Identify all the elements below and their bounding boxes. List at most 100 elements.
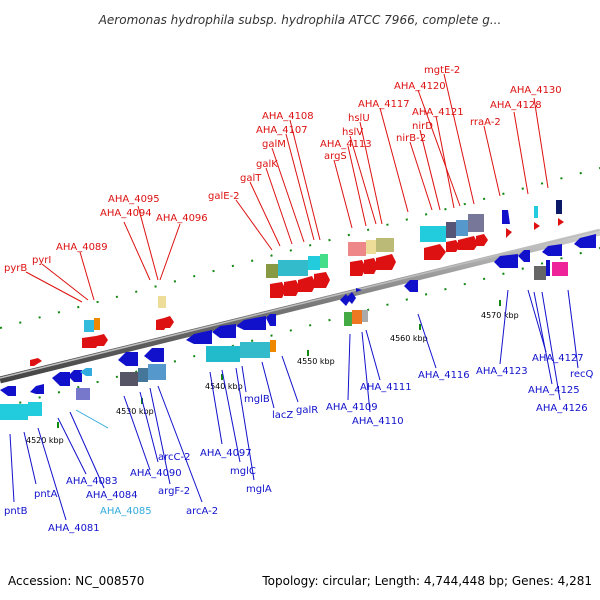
gene-box[interactable] bbox=[158, 296, 166, 308]
gene-label[interactable]: mglA bbox=[246, 484, 272, 495]
gene-label[interactable]: argF-2 bbox=[158, 486, 190, 497]
gene-box[interactable] bbox=[376, 238, 394, 252]
gene-label[interactable]: pntA bbox=[34, 489, 58, 500]
gene-arrow[interactable] bbox=[534, 222, 540, 230]
gene-label[interactable]: argS bbox=[324, 151, 347, 162]
gene-label[interactable]: pyrB bbox=[4, 263, 27, 274]
gene-arrow[interactable] bbox=[404, 280, 418, 292]
gene-arrow[interactable] bbox=[270, 282, 286, 298]
gene-label[interactable]: AHA_4110 bbox=[352, 416, 404, 427]
gene-arrow[interactable] bbox=[364, 258, 378, 274]
gene-label[interactable]: AHA_4085 bbox=[100, 506, 152, 517]
gene-arrow[interactable] bbox=[266, 314, 276, 326]
gene-label[interactable]: AHA_4125 bbox=[528, 385, 580, 396]
gene-box[interactable] bbox=[468, 214, 484, 232]
gene-box[interactable] bbox=[120, 372, 138, 386]
gene-arrow[interactable] bbox=[68, 370, 82, 382]
gene-label[interactable]: AHA_4090 bbox=[130, 468, 182, 479]
gene-box[interactable] bbox=[94, 318, 100, 330]
gene-label[interactable]: AHA_4095 bbox=[108, 194, 160, 205]
gene-arrow[interactable] bbox=[212, 324, 236, 338]
gene-box[interactable] bbox=[362, 310, 368, 322]
gene-arrow[interactable] bbox=[494, 254, 518, 268]
gene-box[interactable] bbox=[278, 260, 308, 276]
gene-box[interactable] bbox=[556, 200, 562, 214]
gene-arrow[interactable] bbox=[558, 218, 564, 226]
gene-label[interactable]: rraA-2 bbox=[470, 117, 501, 128]
gene-label[interactable]: nirD bbox=[412, 121, 433, 132]
gene-label[interactable]: pyrI bbox=[32, 255, 51, 266]
gene-label[interactable]: AHA_4113 bbox=[320, 139, 372, 150]
gene-arrow[interactable] bbox=[518, 250, 530, 262]
gene-arrow[interactable] bbox=[356, 288, 362, 292]
gene-label[interactable]: AHA_4081 bbox=[48, 523, 100, 534]
gene-label[interactable]: hslU bbox=[348, 113, 370, 124]
gene-label[interactable]: mgtE-2 bbox=[424, 65, 460, 76]
gene-arrow[interactable] bbox=[346, 292, 356, 304]
gene-label[interactable]: pntB bbox=[4, 506, 28, 517]
gene-label[interactable]: nirB-2 bbox=[396, 133, 426, 144]
gene-box[interactable] bbox=[76, 388, 90, 400]
gene-label[interactable]: AHA_4121 bbox=[412, 107, 464, 118]
gene-label[interactable]: AHA_4111 bbox=[360, 382, 412, 393]
gene-box[interactable] bbox=[446, 222, 456, 238]
gene-label[interactable]: AHA_4120 bbox=[394, 81, 446, 92]
gene-label[interactable]: AHA_4089 bbox=[56, 242, 108, 253]
gene-arrow[interactable] bbox=[164, 316, 174, 328]
gene-box[interactable] bbox=[420, 226, 446, 242]
gene-box[interactable] bbox=[28, 402, 42, 416]
gene-label[interactable]: arcA-2 bbox=[186, 506, 218, 517]
gene-box[interactable] bbox=[366, 240, 376, 254]
gene-label[interactable]: AHA_4130 bbox=[510, 85, 562, 96]
gene-label[interactable]: AHA_4109 bbox=[326, 402, 378, 413]
gene-label[interactable]: arcC-2 bbox=[158, 452, 190, 463]
gene-label[interactable]: AHA_4126 bbox=[536, 403, 588, 414]
gene-box[interactable] bbox=[266, 264, 278, 278]
gene-box[interactable] bbox=[344, 312, 352, 326]
gene-arrow[interactable] bbox=[0, 386, 16, 396]
gene-arrow[interactable] bbox=[542, 244, 562, 256]
gene-arrow[interactable] bbox=[574, 234, 596, 248]
gene-arrow[interactable] bbox=[476, 234, 488, 246]
gene-arrow[interactable] bbox=[144, 348, 164, 362]
gene-box[interactable] bbox=[240, 342, 270, 358]
gene-arrow[interactable] bbox=[350, 260, 366, 276]
gene-arrow[interactable] bbox=[314, 272, 330, 288]
gene-box[interactable] bbox=[534, 206, 538, 218]
gene-label[interactable]: galT bbox=[240, 173, 262, 184]
gene-arrow[interactable] bbox=[118, 352, 138, 366]
gene-arrow[interactable] bbox=[236, 316, 266, 330]
gene-arrow[interactable] bbox=[30, 358, 42, 366]
gene-box[interactable] bbox=[138, 368, 148, 382]
gene-box[interactable] bbox=[552, 262, 568, 276]
gene-box[interactable] bbox=[534, 266, 546, 280]
gene-arrow[interactable] bbox=[186, 330, 212, 344]
gene-arrow[interactable] bbox=[298, 276, 316, 292]
gene-label[interactable]: AHA_4084 bbox=[86, 490, 138, 501]
gene-label[interactable]: recQ bbox=[570, 369, 594, 380]
gene-label[interactable]: galM bbox=[262, 139, 286, 150]
gene-label[interactable]: galE-2 bbox=[208, 191, 240, 202]
gene-box[interactable] bbox=[206, 346, 240, 362]
gene-arrow[interactable] bbox=[80, 368, 92, 376]
gene-arrow[interactable] bbox=[446, 240, 460, 252]
gene-label[interactable]: AHA_4107 bbox=[256, 125, 308, 136]
gene-arrow[interactable] bbox=[52, 372, 70, 386]
gene-label[interactable]: AHA_4117 bbox=[358, 99, 410, 110]
gene-label[interactable]: AHA_4128 bbox=[490, 100, 542, 111]
gene-label[interactable]: AHA_4123 bbox=[476, 366, 528, 377]
gene-arrow[interactable] bbox=[376, 254, 396, 270]
gene-label[interactable]: AHA_4116 bbox=[418, 370, 470, 381]
gene-label[interactable]: galR bbox=[296, 405, 318, 416]
gene-arrow[interactable] bbox=[424, 244, 446, 260]
gene-box[interactable] bbox=[352, 310, 362, 324]
gene-arrow[interactable] bbox=[96, 334, 108, 346]
gene-label[interactable]: mglC bbox=[230, 466, 256, 477]
gene-arrow[interactable] bbox=[458, 236, 478, 250]
gene-label[interactable]: AHA_4094 bbox=[100, 208, 152, 219]
gene-label[interactable]: galK bbox=[256, 159, 278, 170]
gene-label[interactable]: AHA_4127 bbox=[532, 353, 584, 364]
gene-box[interactable] bbox=[348, 242, 366, 256]
gene-label[interactable]: AHA_4108 bbox=[262, 111, 314, 122]
gene-label[interactable]: hslV bbox=[342, 127, 363, 138]
